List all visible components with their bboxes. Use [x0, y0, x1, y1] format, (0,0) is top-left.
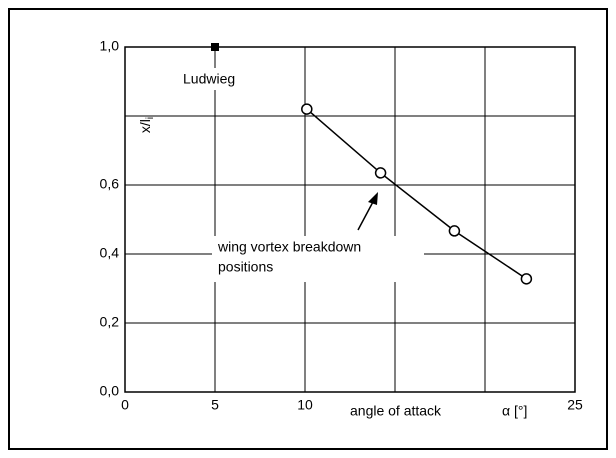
y-tick-label: 1,0 — [100, 38, 120, 54]
y-tick-label: 0,6 — [100, 176, 120, 192]
y-axis-label-main: x/l — [137, 119, 153, 133]
y-tick-label: 0,2 — [100, 314, 120, 330]
y-axis-label-sub: i — [145, 117, 156, 119]
annotation-bg — [212, 236, 424, 282]
x-tick-label: 5 — [211, 397, 219, 413]
y-axis-label: x/li — [137, 117, 156, 133]
series-label: Ludwieg — [183, 71, 235, 87]
label-bg — [180, 68, 260, 90]
frame — [8, 8, 608, 450]
point-marker — [211, 43, 219, 51]
point-marker — [520, 273, 533, 285]
y-tick-label: 0,0 — [100, 383, 120, 399]
annotation-arrow — [357, 199, 375, 231]
x-tick-label: 10 — [297, 397, 313, 413]
x-tick-label: 25 — [567, 397, 583, 413]
series-line — [306, 108, 527, 280]
annotation-text: positions — [218, 259, 273, 275]
point-marker — [374, 167, 387, 179]
annotation-text: wing vortex breakdown — [217, 239, 361, 255]
point-marker — [301, 103, 313, 115]
x-axis-label: angle of attack — [350, 403, 442, 419]
y-tick-label: 0,4 — [100, 245, 120, 261]
point-marker — [448, 225, 461, 237]
plot-area — [124, 46, 576, 393]
x-tick-label: 0 — [121, 397, 129, 413]
annotation-arrowhead — [368, 192, 378, 205]
x-axis-unit: α [°] — [502, 403, 527, 419]
